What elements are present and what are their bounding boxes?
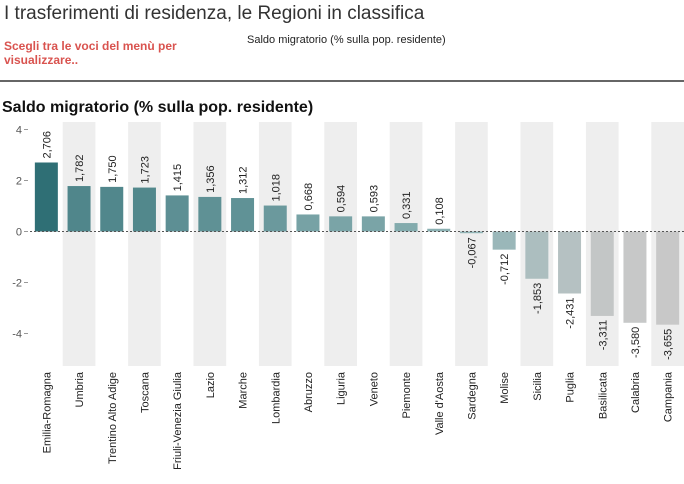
category-label: Friuli-Venezia Giulia <box>172 371 184 470</box>
category-label: Umbria <box>74 371 86 407</box>
value-label: -2,431 <box>565 297 577 328</box>
bar[interactable] <box>231 198 255 232</box>
category-label: Puglia <box>565 371 577 402</box>
value-label: -3,580 <box>630 327 642 358</box>
bar[interactable] <box>296 214 320 232</box>
value-label: 1,750 <box>107 155 119 183</box>
category-label: Trentino Alto Adige <box>107 372 119 464</box>
value-label: 1,723 <box>139 156 151 184</box>
category-label: Abruzzo <box>303 372 315 412</box>
category-label: Lombardia <box>270 371 282 424</box>
category-label: Molise <box>499 372 511 404</box>
page-title: I trasferimenti di residenza, le Regioni… <box>4 3 425 24</box>
bar[interactable] <box>427 228 451 232</box>
bar[interactable] <box>132 187 156 232</box>
value-label: -3,311 <box>597 320 609 350</box>
category-label: Veneto <box>368 372 380 406</box>
bar[interactable] <box>263 205 287 232</box>
category-label: Liguria <box>336 371 348 405</box>
bar[interactable] <box>623 231 647 323</box>
value-label: 0,593 <box>368 185 380 213</box>
bar[interactable] <box>198 196 222 232</box>
value-label: 2,706 <box>41 131 53 159</box>
category-label: Piemonte <box>401 372 413 418</box>
category-label: Emilia-Romagna <box>41 371 53 453</box>
bar[interactable] <box>165 195 189 232</box>
category-label: Basilicata <box>597 371 609 419</box>
bar[interactable] <box>492 231 516 250</box>
category-label: Campania <box>663 371 675 422</box>
category-label: Sardegna <box>466 371 478 420</box>
value-label: 1,312 <box>238 167 250 195</box>
column-band <box>389 122 423 366</box>
value-label: 0,668 <box>303 183 315 211</box>
column-band <box>324 122 357 366</box>
value-label: 0,331 <box>401 192 413 220</box>
bar[interactable] <box>459 231 483 234</box>
column-band <box>258 122 292 366</box>
header-divider <box>0 80 684 82</box>
value-label: -0,067 <box>466 237 478 268</box>
value-label: -3,655 <box>663 329 675 360</box>
value-label: 1,018 <box>270 174 282 202</box>
category-label: Sicilia <box>532 371 544 401</box>
y-tick-label: -4 <box>12 329 22 341</box>
bar[interactable] <box>329 216 353 232</box>
y-tick-label: 2 <box>16 176 22 188</box>
bar[interactable] <box>394 223 418 232</box>
category-label: Valle d'Aosta <box>434 371 446 435</box>
value-label: 0,108 <box>434 197 446 225</box>
y-tick-label: 4 <box>16 125 22 137</box>
category-label: Marche <box>238 372 250 409</box>
column-band <box>128 122 161 366</box>
category-label: Toscana <box>139 371 151 413</box>
column-band <box>62 122 96 366</box>
y-tick-label: -2 <box>12 278 22 290</box>
bar[interactable] <box>361 216 385 232</box>
y-tick-label: 0 <box>16 227 22 239</box>
column-band <box>193 122 227 366</box>
category-label: Lazio <box>205 372 217 398</box>
bar[interactable] <box>656 231 680 325</box>
metric-selector[interactable]: Saldo migratorio (% sulla pop. residente… <box>247 34 446 46</box>
value-label: 1,782 <box>74 155 86 183</box>
bar[interactable] <box>34 162 58 232</box>
value-label: 1,356 <box>205 165 217 193</box>
chart-title: Saldo migratorio (% sulla pop. residente… <box>2 99 314 116</box>
bar[interactable] <box>590 231 614 316</box>
category-label: Calabria <box>630 371 642 413</box>
bar[interactable] <box>100 186 124 232</box>
bar[interactable] <box>67 186 91 232</box>
value-label: -1,853 <box>532 283 544 314</box>
bar[interactable] <box>558 231 582 294</box>
value-label: 1,415 <box>172 164 184 192</box>
bar[interactable] <box>525 231 549 279</box>
value-label: -0,712 <box>499 254 511 285</box>
menu-hint: Scegli tra le voci del menù per visualiz… <box>4 39 177 67</box>
column-band <box>455 122 488 366</box>
value-label: 0,594 <box>336 185 348 213</box>
